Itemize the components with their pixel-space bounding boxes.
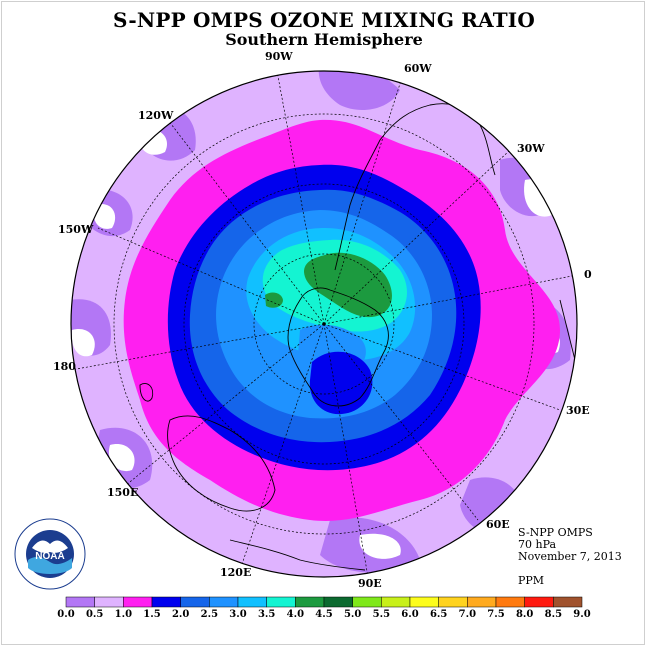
africa-coast: [559, 299, 576, 361]
colorbar-tick-6: 3.0: [229, 609, 247, 620]
instrument-label: S-NPP OMPS: [518, 526, 593, 539]
lon-label-90w: 90W: [265, 50, 293, 63]
lon-label-60e: 60E: [486, 518, 510, 531]
colorbar-tick-2: 1.0: [114, 609, 133, 620]
colorbar-tick-1: 0.5: [85, 609, 104, 620]
australia-coast: [167, 415, 276, 512]
south-america-coast: [334, 103, 496, 271]
band-green-small: [265, 292, 283, 308]
date-label: November 7, 2013: [518, 550, 622, 563]
lon-label-150w: 150W: [58, 223, 94, 236]
colorbar-tick-4: 2.0: [171, 609, 190, 620]
lon-label-180: 180: [53, 360, 76, 373]
colorbar-tick-13: 6.5: [429, 609, 448, 620]
hole-3: [71, 329, 95, 357]
colorbar-tick-17: 8.5: [544, 609, 563, 620]
map-subtitle: Southern Hemisphere: [225, 30, 423, 49]
antarctica-coast: [287, 287, 389, 407]
hole-2: [93, 204, 116, 229]
lon-label-120w: 120W: [138, 109, 174, 122]
units-label: PPM: [518, 574, 545, 587]
colorbar-tick-3: 1.5: [143, 609, 161, 620]
colorbar-tick-12: 6.0: [401, 609, 419, 620]
colorbar-tick-10: 5.0: [343, 609, 362, 620]
graticule: [71, 71, 577, 577]
colorbar-tick-16: 8.0: [515, 609, 534, 620]
lon-label-120e: 120E: [220, 566, 252, 579]
lon-label-150e: 150E: [107, 486, 139, 499]
colorbar-tick-11: 5.5: [372, 609, 391, 620]
colorbar-tick-9: 4.5: [315, 609, 333, 620]
patch-purple-1: [318, 71, 400, 110]
new-zealand-coast: [139, 383, 154, 402]
lon-label-30e: 30E: [566, 404, 590, 417]
colorbar-tick-15: 7.5: [487, 609, 505, 620]
band-green: [304, 252, 392, 318]
lon-label-60w: 60W: [404, 62, 432, 75]
colorbar-tick-8: 4.0: [286, 609, 305, 620]
coastlines: [139, 103, 576, 571]
lon-label-90e: 90E: [358, 577, 382, 590]
pocket-blue: [309, 351, 373, 415]
colorbar-tick-18: 9.0: [573, 609, 591, 620]
noaa-logo-text: NOAA: [35, 551, 64, 562]
contour-field: [71, 71, 577, 577]
lon-label-0: 0: [584, 268, 592, 281]
colorbar-tick-5: 2.5: [200, 609, 219, 620]
map-title: S-NPP OMPS OZONE MIXING RATIO: [113, 8, 535, 32]
lon-label-30w: 30W: [517, 142, 545, 155]
hole-7: [108, 444, 135, 472]
map-border: [70, 70, 578, 578]
hole-6: [359, 533, 401, 559]
noaa-logo: NOAA: [14, 518, 86, 590]
indonesia-coast: [229, 539, 366, 571]
colorbar-tick-0: 0.0: [57, 609, 75, 620]
colorbar-tick-14: 7.0: [458, 609, 477, 620]
level-label: 70 hPa: [518, 538, 557, 551]
colorbar-tick-7: 3.5: [257, 609, 276, 620]
